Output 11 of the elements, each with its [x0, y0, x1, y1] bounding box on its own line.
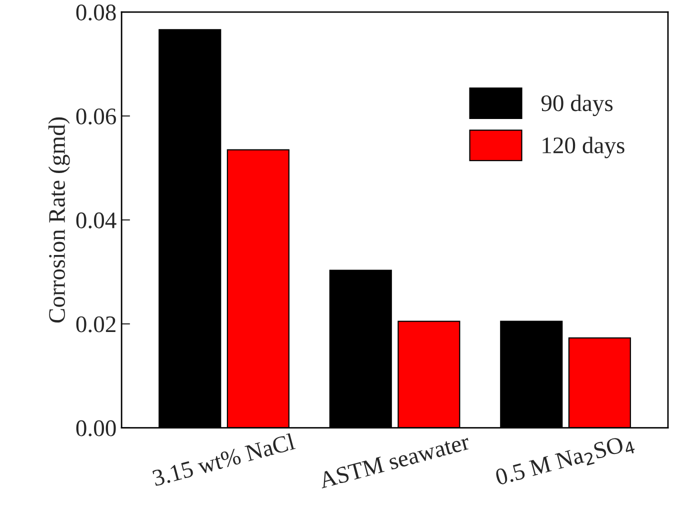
- legend-label: 120 days: [542, 136, 624, 158]
- y-tick-label: 0.06: [76, 108, 116, 125]
- x-tick-label: ASTM seawater: [318, 433, 471, 489]
- x-tick-label: 3.15 wt% NaCl: [152, 432, 296, 486]
- x-tick-label: 0.5 M Na$_{2}$SO$_{4}$: [494, 434, 636, 489]
- y-axis-title: Corrosion Rate (gmd): [48, 117, 70, 323]
- y-tick-label: 0.02: [76, 316, 116, 332]
- legend-label: 90 days: [541, 94, 613, 116]
- y-tick-label: 0.04: [76, 212, 116, 228]
- y-tick-label: 0.08: [76, 4, 116, 21]
- y-tick-label: 0.00: [76, 420, 116, 436]
